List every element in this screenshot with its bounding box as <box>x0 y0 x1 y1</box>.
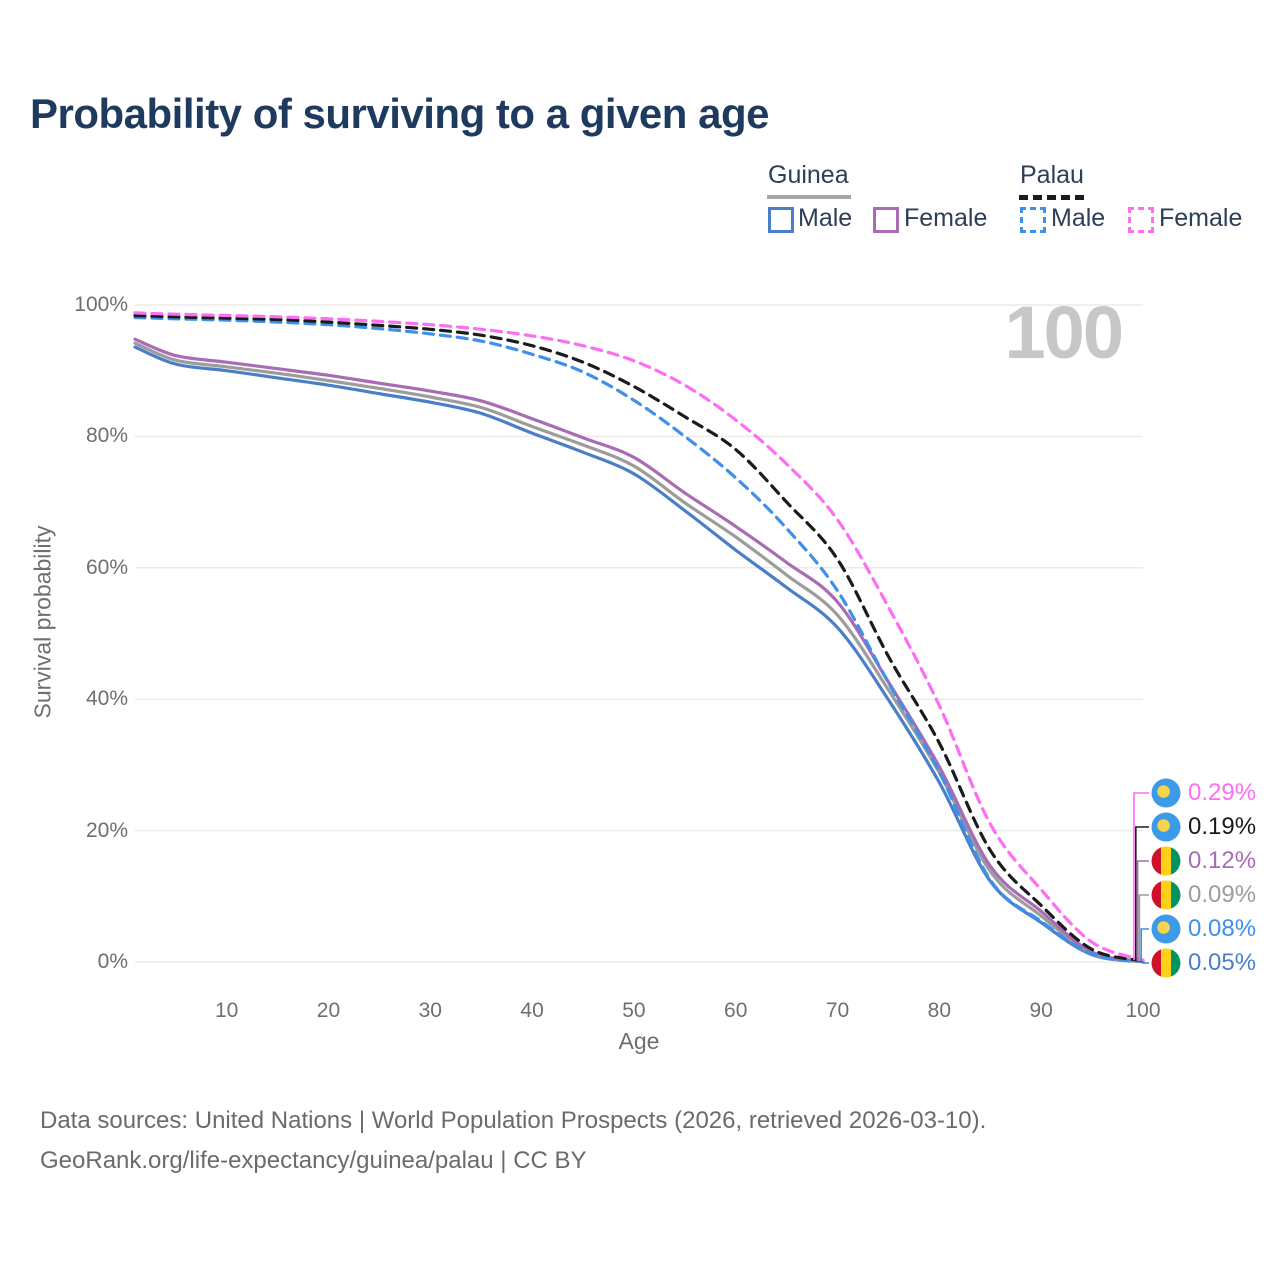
footer-attribution-link: GeoRank.org/life-expectancy/guinea/palau… <box>40 1147 587 1174</box>
series-line-palau-female[interactable] <box>133 311 1145 962</box>
x-tick-label-70: 70 <box>825 999 850 1022</box>
legend-group-palau-label: Palau <box>1020 161 1084 189</box>
legend-palau-female-swatch[interactable] <box>1128 207 1154 233</box>
end-label-leader-line <box>1142 961 1149 964</box>
end-label-leader-line <box>1136 860 1149 962</box>
end-label-value: 0.19% <box>1188 813 1257 840</box>
legend-guinea-male-label[interactable]: Male <box>798 204 853 232</box>
y-tick-label-100: 100% <box>74 293 128 316</box>
end-label-value: 0.12% <box>1188 847 1257 874</box>
end-label-value: 0.29% <box>1188 779 1257 806</box>
series-line-palau-both[interactable] <box>133 313 1145 963</box>
y-tick-label-80: 80% <box>85 424 128 448</box>
footer-data-sources: Data sources: United Nations | World Pop… <box>40 1107 987 1134</box>
y-tick-label-60: 60% <box>85 555 128 579</box>
series-line-guinea-both[interactable] <box>133 341 1145 963</box>
legend-guinea-male-swatch[interactable] <box>768 207 794 233</box>
x-tick-label-50: 50 <box>622 999 646 1022</box>
end-label-value: 0.05% <box>1188 949 1257 976</box>
legend-palau-line-sample <box>1019 195 1085 200</box>
chart-title: Probability of surviving to a given age <box>30 90 769 137</box>
x-axis-title: Age <box>618 1028 660 1054</box>
guinea-flag-icon <box>1151 948 1181 978</box>
legend-group-guinea-label: Guinea <box>768 161 849 189</box>
end-label-row-guinea-female: 0.12% <box>1151 846 1256 876</box>
legend-guinea-female-label[interactable]: Female <box>904 204 988 232</box>
end-label-row-palau-female: 0.29% <box>1151 778 1256 808</box>
end-label-leader-line <box>1135 826 1149 961</box>
end-label-row-palau-both-sexes: 0.19% <box>1151 812 1256 842</box>
legend-palau-male-label[interactable]: Male <box>1051 204 1106 232</box>
end-label-row-guinea-both-sexes: 0.09% <box>1151 880 1256 910</box>
end-label-row-guinea-male: 0.05% <box>1151 948 1256 978</box>
y-tick-label-40: 40% <box>85 687 128 711</box>
legend-palau-male-swatch[interactable] <box>1020 207 1046 233</box>
end-label-leader-line <box>1138 894 1149 962</box>
x-tick-label-100: 100 <box>1125 999 1161 1022</box>
y-tick-label-20: 20% <box>85 818 128 842</box>
x-tick-label-20: 20 <box>316 999 341 1022</box>
end-label-leader-line <box>1140 928 1149 962</box>
end-label-value: 0.09% <box>1188 881 1257 908</box>
x-tick-label-10: 10 <box>214 999 239 1022</box>
end-label-leader-line <box>1133 792 1149 961</box>
x-tick-label-80: 80 <box>927 999 952 1022</box>
series-line-guinea-female[interactable] <box>133 337 1145 963</box>
x-tick-label-90: 90 <box>1029 999 1053 1022</box>
x-tick-label-60: 60 <box>724 999 748 1022</box>
x-tick-label-40: 40 <box>520 999 544 1022</box>
legend-palau-female-label[interactable]: Female <box>1159 204 1243 232</box>
series-line-palau-male[interactable] <box>133 315 1145 964</box>
palau-flag-icon <box>1151 914 1181 944</box>
end-label-value: 0.08% <box>1188 915 1257 942</box>
x-tick-label-30: 30 <box>418 999 442 1022</box>
guinea-flag-icon <box>1151 846 1181 876</box>
legend-guinea-female-swatch[interactable] <box>873 207 899 233</box>
end-label-row-palau-male: 0.08% <box>1151 914 1256 944</box>
y-tick-label-0: 0% <box>97 950 128 973</box>
hover-age-watermark: 100 <box>1004 291 1124 374</box>
palau-flag-icon <box>1151 778 1181 808</box>
legend-guinea-line-sample <box>767 195 851 199</box>
guinea-flag-icon <box>1151 880 1181 910</box>
palau-flag-icon <box>1151 812 1181 842</box>
